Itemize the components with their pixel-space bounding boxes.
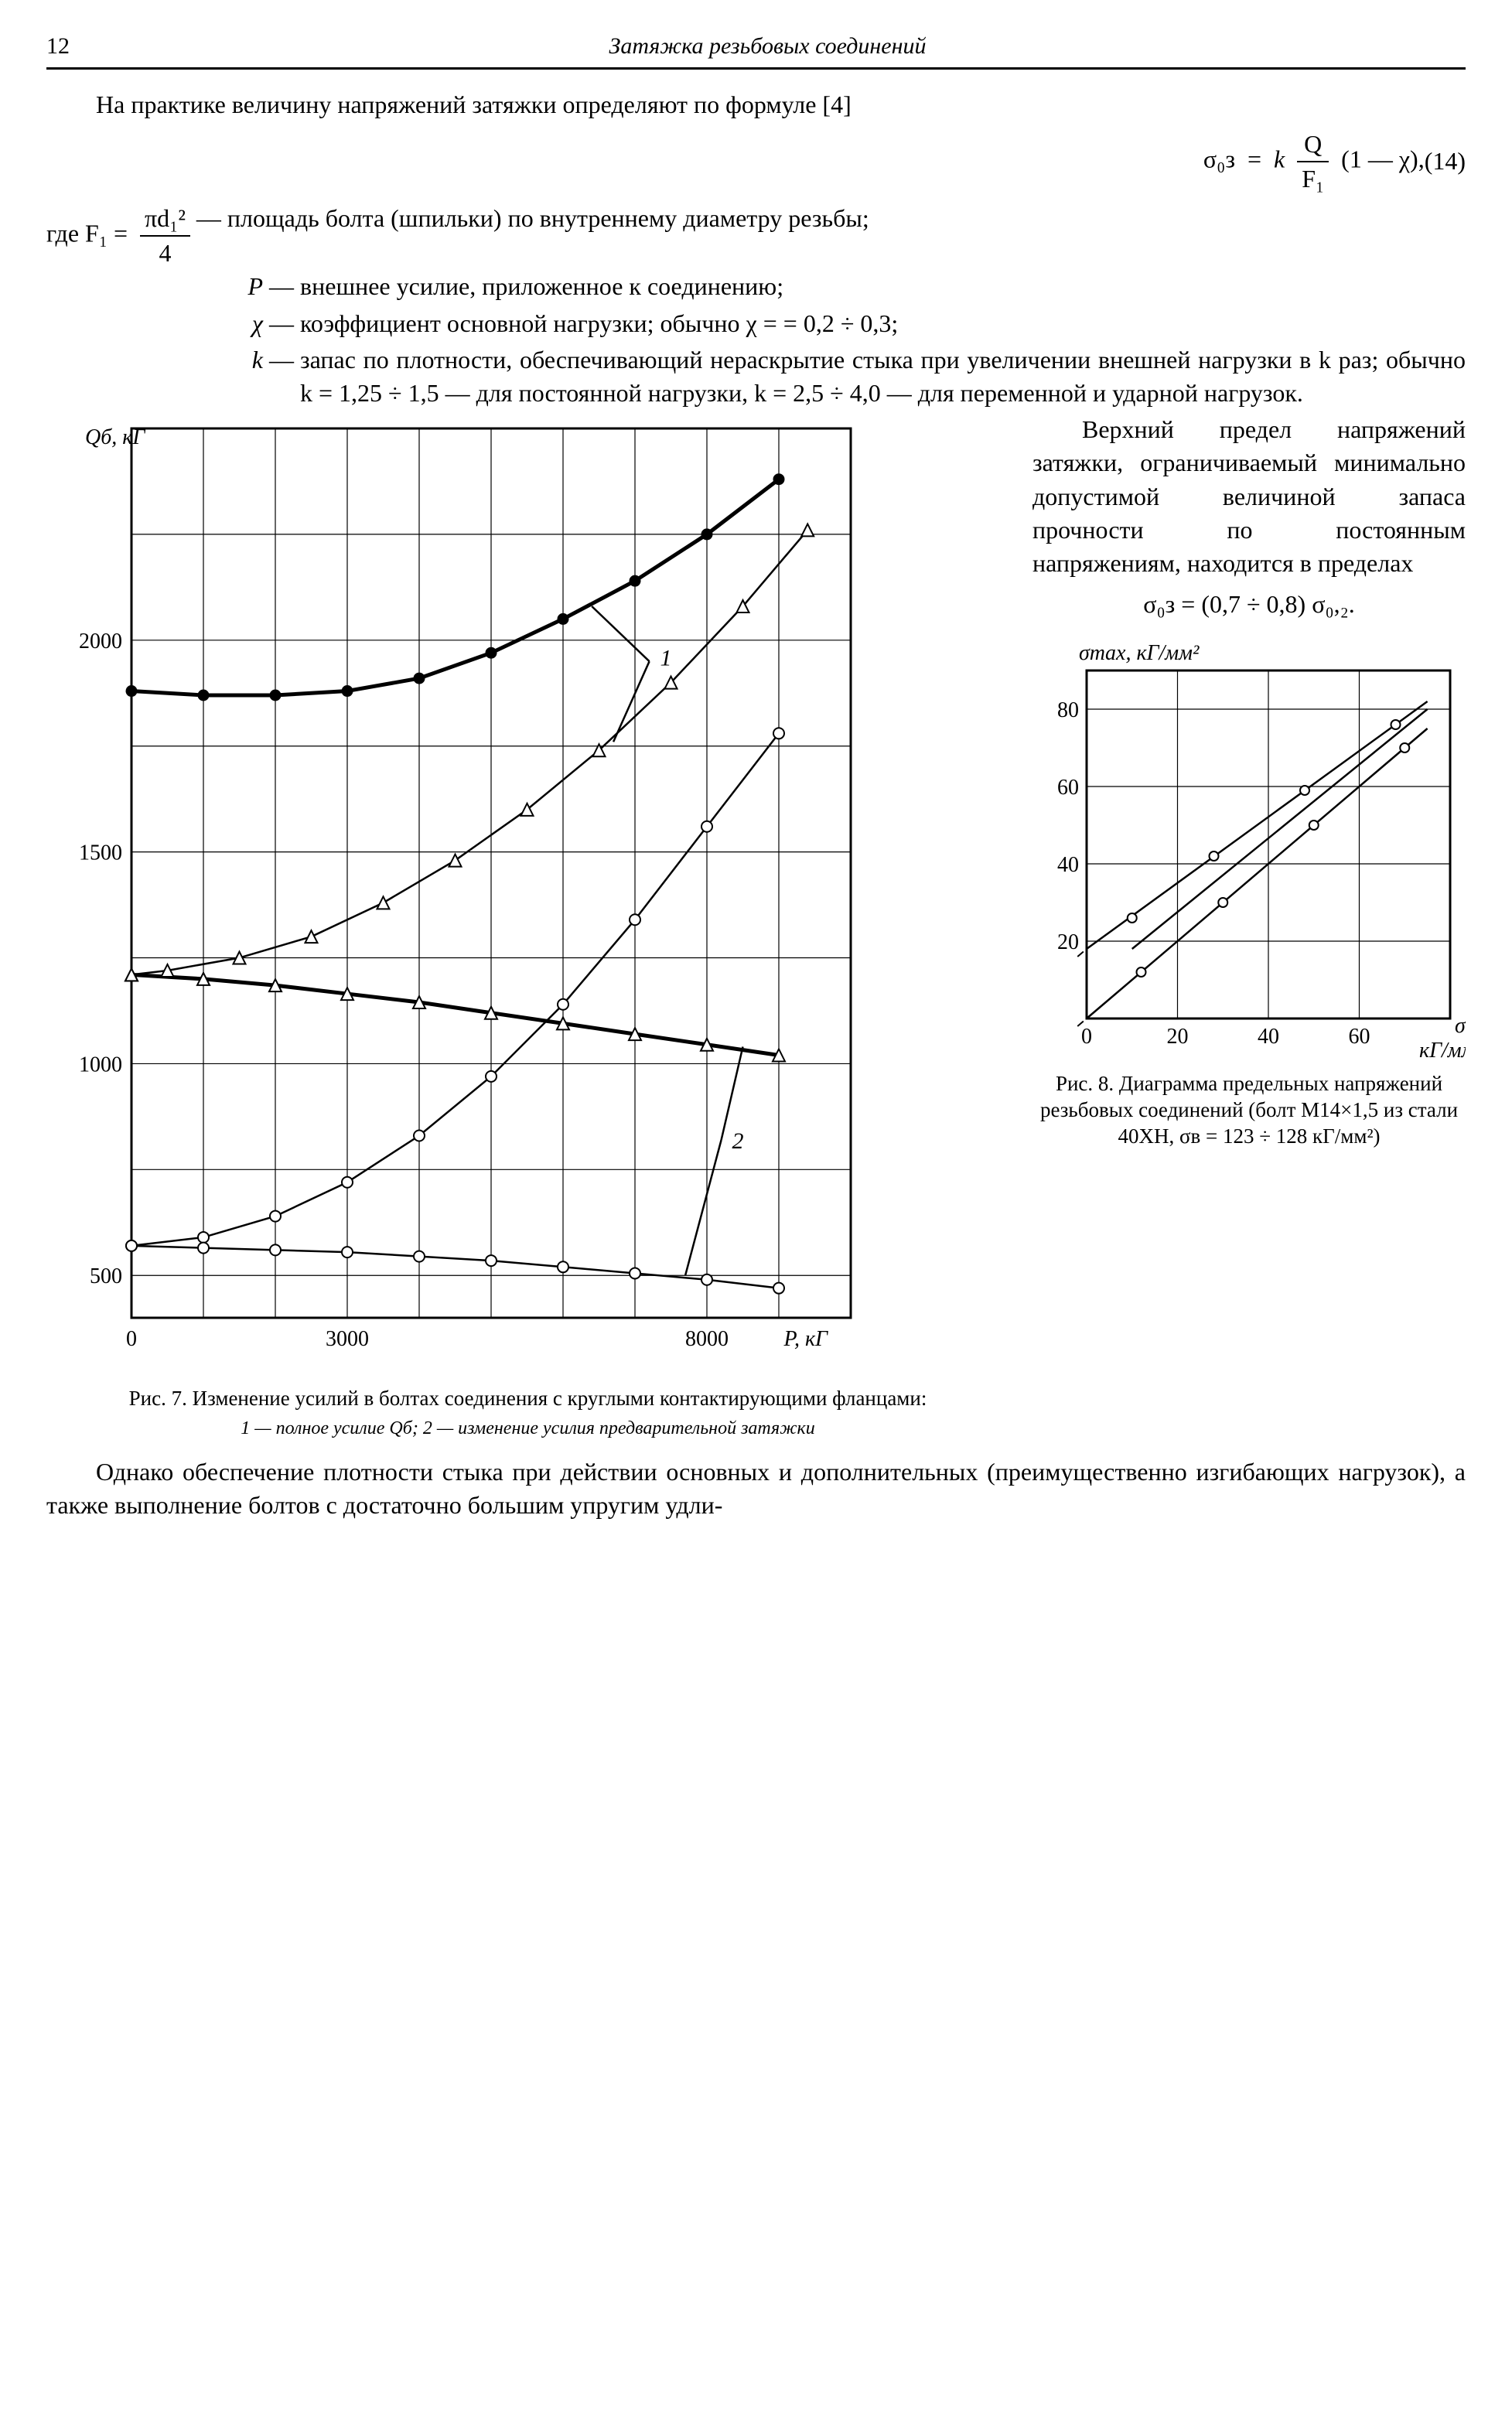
sym-P: P — [217, 270, 269, 303]
def-chi: коэффициент основной нагрузки; обычно χ … — [300, 307, 1466, 340]
eq-num: (14) — [1425, 145, 1466, 178]
right-column: Верхний предел напряжений затяжки, огран… — [1032, 413, 1466, 1149]
svg-text:20: 20 — [1167, 1025, 1189, 1049]
page-number: 12 — [46, 31, 70, 63]
fig7-caption-main: Рис. 7. Изменение усилий в болтах соедин… — [129, 1387, 927, 1410]
svg-text:σm: σm — [1455, 1014, 1466, 1038]
svg-text:кГ/мм²: кГ/мм² — [1419, 1039, 1466, 1063]
svg-text:0: 0 — [126, 1327, 137, 1351]
sym-k: k — [217, 343, 269, 410]
where-frac-n: πd₁² — [140, 202, 190, 237]
fig8-chart: 20 40 60 80 0 20 40 60 σmax, кГ/мм² σmкГ/мм² — [1032, 632, 1466, 1065]
eq-tail: (1 — χ), — [1341, 145, 1425, 172]
svg-text:1: 1 — [660, 646, 672, 671]
definitions: P—внешнее усилие, приложенное к соединен… — [217, 270, 1466, 410]
eq-lhs: σ₀з — [1203, 145, 1235, 172]
def-P: внешнее усилие, приложенное к соединению… — [300, 270, 1466, 303]
figure-row: 500 1000 1500 2000 0 3000 8000 Qб, кГ P, кГ 1 2 Ри… — [46, 413, 1466, 1440]
right-para: Верхний предел напряжений затяжки, огран… — [1032, 413, 1466, 580]
running-title: Затяжка резьбовых соединений — [70, 31, 1466, 63]
svg-text:20: 20 — [1057, 930, 1079, 954]
sym-chi: χ — [217, 307, 269, 340]
svg-text:40: 40 — [1258, 1025, 1279, 1049]
fig7-container: 500 1000 1500 2000 0 3000 8000 Qб, кГ P, кГ 1 2 Ри… — [46, 413, 1009, 1440]
svg-text:P, кГ: P, кГ — [783, 1327, 828, 1351]
def-k: запас по плотности, обеспечивающий нерас… — [300, 343, 1466, 410]
svg-text:40: 40 — [1057, 853, 1079, 877]
svg-text:500: 500 — [90, 1264, 122, 1288]
where-frac-d: 4 — [140, 237, 190, 270]
equation-14: σ₀з = k QF₁ (1 — χ), (14) — [46, 128, 1466, 196]
svg-text:8000: 8000 — [685, 1327, 729, 1351]
running-head: 12 Затяжка резьбовых соединений — [46, 31, 1466, 70]
eq-frac-n: Q — [1297, 128, 1329, 162]
svg-text:80: 80 — [1057, 698, 1079, 722]
fig7-chart: 500 1000 1500 2000 0 3000 8000 Qб, кГ P, кГ 1 2 — [46, 413, 866, 1380]
eq-k: k — [1274, 145, 1285, 172]
where-txt: — площадь болта (шпильки) по внутреннему… — [196, 202, 1466, 270]
svg-text:1500: 1500 — [79, 841, 122, 865]
para-last: Однако обеспечение плотности стыка при д… — [46, 1455, 1466, 1522]
right-eq: σ₀з = (0,7 ÷ 0,8) σ₀,₂. — [1032, 588, 1466, 621]
svg-text:1000: 1000 — [79, 1053, 122, 1077]
svg-text:60: 60 — [1349, 1025, 1370, 1049]
svg-text:σmax, кГ/мм²: σmax, кГ/мм² — [1079, 641, 1200, 665]
svg-text:60: 60 — [1057, 776, 1079, 800]
svg-text:Qб, кГ: Qб, кГ — [85, 425, 145, 449]
where-block: где F₁ = πd₁²4 — площадь болта (шпильки)… — [46, 202, 1466, 270]
svg-text:0: 0 — [1081, 1025, 1092, 1049]
where-lead: где F₁ = — [46, 220, 128, 247]
eq-frac-d: F₁ — [1297, 162, 1329, 196]
fig7-caption: Рис. 7. Изменение усилий в болтах соедин… — [46, 1386, 1009, 1440]
fig7-caption-sub: 1 — полное усилие Qб; 2 — изменение усил… — [241, 1418, 815, 1438]
svg-text:2: 2 — [732, 1128, 744, 1154]
fig8-caption: Рис. 8. Диаграмма предельных напряжений … — [1032, 1071, 1466, 1149]
para-intro: На практике величину напряжений затяжки … — [46, 88, 1466, 121]
svg-text:3000: 3000 — [326, 1327, 369, 1351]
svg-text:2000: 2000 — [79, 630, 122, 653]
